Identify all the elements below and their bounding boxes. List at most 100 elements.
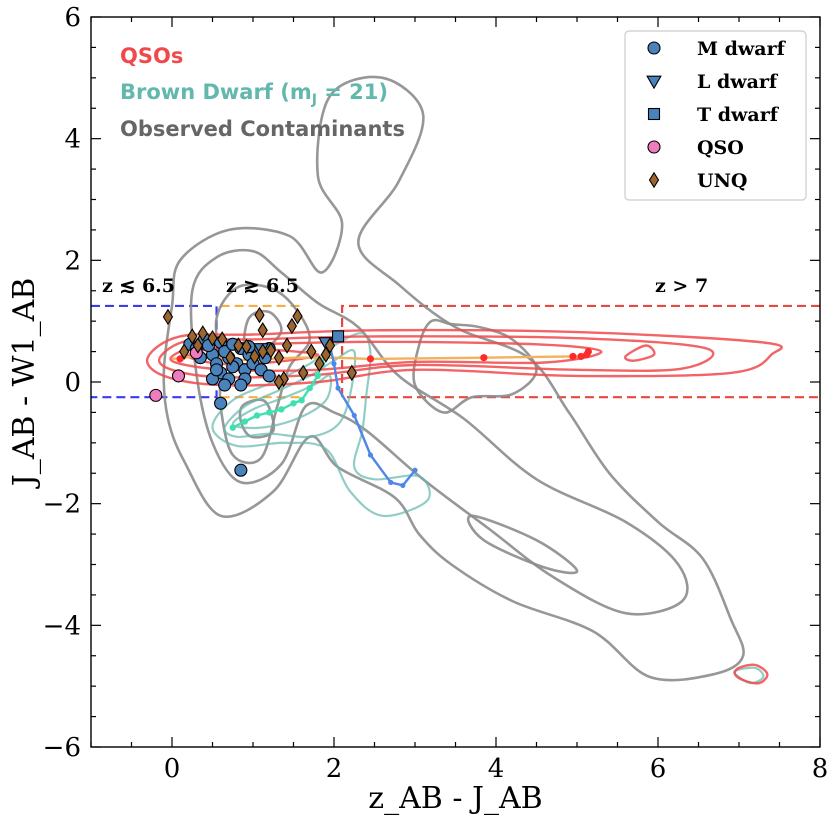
region-label-high-z: z > 7 [655,275,708,297]
brown-dwarf-track-point-1 [229,424,236,431]
y-tick-label: 6 [64,3,81,33]
legend-label-l-dwarf: L dwarf [697,71,779,93]
brown-dwarf-track-point-6 [290,400,297,407]
brown-dwarf-track-point-8 [306,384,313,392]
t-dwarf-point-1 [331,330,345,343]
legend: M dwarf L dwarf T dwarf QSO UNQ [624,30,807,201]
legend-label-qso: QSO [697,137,744,159]
x-tick-label: 2 [326,754,343,784]
scatter-points [149,306,357,477]
y-tick-label: −2 [43,490,81,520]
unq-point-15 [273,349,285,366]
cool-dwarf-track-point-8 [412,467,418,473]
unq-point-12 [257,343,268,360]
qso-track-point-7 [584,347,592,356]
qso-point-1 [149,388,163,402]
unq-point-2 [179,343,190,360]
unq-point-19 [292,308,303,325]
legend-marker-unq [648,171,660,189]
qso-track-point-2 [366,355,375,363]
unq-point-9 [233,337,244,354]
qso-track-point-1 [176,355,184,363]
contour-qso-6 [733,663,769,685]
region-label-low-z: z ≲ 6.5 [102,275,175,297]
brown-dwarf-track-point-4 [266,409,273,416]
qso-track-point-5 [577,352,585,361]
qso-point-2 [171,369,186,383]
contour-contaminant-6 [466,514,579,575]
tick-labels: 0 2 4 6 8 −6 −4 −2 0 2 4 6 [43,3,829,784]
m-dwarf-point-25 [218,378,232,392]
brown-dwarf-track-point-3 [253,412,261,419]
unq-point-17 [281,337,293,354]
unq-point-26 [254,306,265,324]
cool-dwarf-track-point-6 [388,479,394,485]
brown-dwarf-track-point-2 [241,418,249,425]
unq-point-24 [324,337,336,354]
axis-ticks [90,16,821,748]
unq-point-21 [306,343,317,360]
legend-markers [646,41,662,189]
legend-marker-qso [647,140,661,154]
legend-label-unq: UNQ [697,170,748,192]
contour-contaminant-5 [412,318,538,414]
cool-dwarf-track-point-5 [367,452,374,458]
y-tick-label: 4 [64,125,81,155]
x-tick-label: 6 [650,754,667,784]
unq-point-6 [207,329,218,347]
y-tick-label: −4 [43,611,81,641]
unq-point-20 [298,364,309,382]
brown-dwarf-track-point-7 [298,397,305,404]
legend-label-m-dwarf: M dwarf [697,38,787,60]
unq-point-7 [217,331,228,348]
key-label-brown-dwarf: Brown Dwarf (mJ = 21) [120,80,388,108]
key-brown-dwarf-main: Brown Dwarf (m [120,80,312,104]
unq-point-23 [320,346,332,363]
contour-contaminant-7 [238,398,276,439]
brown-dwarf-track-point-9 [314,372,321,380]
unq-point-13 [257,322,268,339]
legend-marker-l-dwarf [646,75,662,90]
contour-contaminant-2 [189,248,689,616]
unq-point-27 [273,373,285,391]
region-label-mid-z: z ≳ 6.5 [226,275,299,297]
y-tick-label: 2 [64,246,81,276]
m-dwarf-point-23 [262,369,276,383]
y-tick-label: −6 [43,733,81,763]
unq-point-10 [241,338,252,355]
brown-dwarf-track-point-5 [278,406,285,413]
m-dwarf-point-30 [210,363,224,377]
y-tick-label: 0 [64,368,81,398]
key-label-contaminants: Observed Contaminants [120,117,405,141]
unq-point-8 [225,349,236,366]
legend-label-t-dwarf: T dwarf [697,104,780,126]
legend-marker-m-dwarf [647,41,661,55]
x-tick-label: 4 [488,754,505,784]
unq-point-22 [314,355,325,372]
x-tick-label: 0 [164,754,181,784]
unq-point-25 [346,364,357,382]
unq-point-5 [197,325,208,342]
unq-point-3 [187,328,198,345]
legend-marker-t-dwarf [647,107,661,121]
unq-point-14 [265,342,276,359]
x-tick-label: 8 [812,754,829,784]
cool-dwarf-track-point-7 [400,482,406,489]
contour-brown-dwarf-3 [231,374,333,430]
unq-point-11 [249,348,260,365]
contour-qso-5 [624,344,656,362]
m-dwarf-point-26 [234,378,248,392]
unq-point-1 [162,308,174,326]
x-axis-title: z_AB - J_AB [368,781,542,816]
m-dwarf-point-27 [214,396,228,410]
qso-track-point-3 [480,354,488,362]
qso-track-point-4 [569,352,577,361]
cool-dwarf-track-point-3 [335,385,341,391]
cool-dwarf-track-point-2 [331,361,337,367]
cool-dwarf-track-point-4 [351,412,357,419]
key-label-qsos: QSOs [120,44,183,68]
contour-qso-2 [157,335,715,379]
y-axis-title: J_AB - W1_AB [7,278,42,490]
unq-point-18 [286,317,298,335]
